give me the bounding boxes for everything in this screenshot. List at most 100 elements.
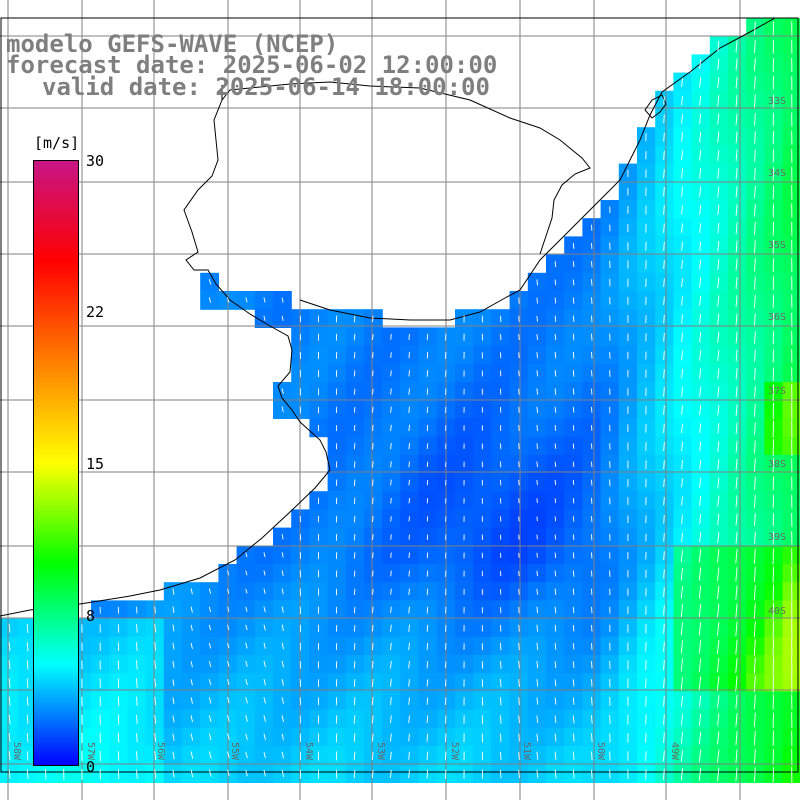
wind-speed-cell: [691, 382, 711, 401]
wind-arrow: [518, 751, 520, 760]
wind-arrow: [572, 443, 575, 449]
wind-arrow: [717, 695, 720, 708]
wind-arrow: [536, 352, 538, 359]
wind-speed-cell: [400, 727, 420, 747]
wind-speed-cell: [782, 272, 800, 292]
wind-arrow: [353, 697, 356, 706]
wind-arrow: [681, 168, 683, 179]
wind-speed-cell: [655, 382, 674, 401]
wind-speed-cell: [746, 163, 765, 183]
wind-speed-cell: [655, 109, 674, 128]
wind-arrow: [735, 40, 738, 53]
wind-speed-cell: [691, 127, 711, 146]
wind-arrow: [735, 440, 738, 453]
wind-speed-cell: [673, 272, 693, 292]
wind-speed-cell: [418, 727, 438, 747]
wind-speed-cell: [655, 218, 674, 237]
wind-speed-cell: [254, 709, 274, 729]
wind-speed-cell: [418, 473, 438, 492]
wind-arrow: [591, 751, 593, 761]
wind-arrow: [26, 678, 29, 688]
wind-speed-cell: [746, 691, 765, 711]
wind-arrow: [353, 769, 356, 779]
colorbar-unit: [m/s]: [34, 134, 80, 152]
wind-speed-cell: [691, 309, 711, 328]
wind-speed-cell: [655, 727, 674, 747]
lat-label: 40S: [768, 606, 787, 617]
wind-arrow: [408, 352, 410, 359]
wind-arrow: [390, 678, 392, 687]
wind-speed-cell: [691, 363, 711, 383]
wind-arrow: [190, 769, 194, 778]
wind-speed-cell: [728, 200, 747, 219]
wind-arrow: [572, 315, 575, 323]
wind-speed-cell: [764, 418, 784, 438]
wind-speed-cell: [782, 491, 800, 510]
wind-speed-cell: [728, 72, 747, 92]
wind-arrow: [536, 443, 538, 450]
wind-arrow: [717, 113, 720, 125]
wind-speed-cell: [345, 418, 365, 438]
wind-speed-cell: [400, 746, 420, 765]
wind-arrow: [190, 733, 194, 741]
wind-arrow: [372, 352, 374, 359]
wind-speed-cell: [764, 673, 784, 692]
wind-speed-cell: [236, 582, 256, 601]
wind-arrow: [663, 296, 665, 306]
wind-speed-cell: [746, 400, 765, 419]
wind-speed-cell: [691, 236, 711, 256]
wind-speed-cell: [655, 709, 674, 729]
wind-arrow: [536, 516, 538, 522]
wind-arrow: [26, 733, 29, 743]
wind-arrow: [681, 278, 683, 288]
wind-speed-cell: [728, 509, 747, 529]
wind-arrow: [518, 642, 520, 651]
wind-arrow: [263, 660, 266, 668]
wind-arrow: [26, 769, 29, 780]
wind-speed-cell: [382, 436, 401, 456]
wind-speed-cell: [746, 727, 765, 747]
wind-speed-cell: [782, 545, 800, 565]
lon-label: 53W: [375, 742, 386, 761]
wind-arrow: [699, 405, 702, 416]
wind-speed-cell: [728, 582, 747, 601]
wind-arrow: [245, 660, 248, 667]
wind-arrow: [389, 769, 392, 778]
wind-arrow: [753, 603, 756, 619]
wind-arrow: [572, 425, 575, 431]
lat-label: 34S: [768, 168, 787, 179]
colorbar-tick-15: 15: [86, 455, 105, 473]
wind-speed-cell: [691, 327, 711, 347]
wind-speed-cell: [691, 418, 711, 438]
wind-arrow: [208, 715, 212, 722]
wind-arrow: [735, 368, 738, 380]
wind-speed-cell: [254, 600, 274, 620]
wind-arrow: [663, 314, 665, 324]
wind-arrow: [117, 769, 120, 780]
wind-speed-cell: [382, 709, 401, 729]
wind-speed-cell: [728, 272, 747, 292]
wind-arrow: [190, 606, 193, 613]
wind-speed-cell: [673, 618, 693, 638]
wind-arrow: [754, 258, 756, 272]
wind-arrow: [518, 406, 520, 413]
wind-arrow: [281, 624, 284, 632]
wind-speed-cell: [746, 764, 765, 783]
wind-speed-cell: [673, 673, 693, 692]
wind-arrow: [735, 585, 738, 600]
wind-arrow: [699, 113, 702, 125]
wind-arrow: [372, 443, 374, 450]
wind-speed-cell: [782, 163, 800, 183]
wind-arrow: [572, 534, 575, 541]
wind-arrow: [753, 730, 756, 746]
wind-arrow: [408, 769, 410, 779]
wind-speed-cell: [746, 54, 765, 74]
wind-speed-cell: [746, 254, 765, 274]
wind-speed-cell: [709, 764, 729, 783]
wind-speed-cell: [655, 527, 674, 547]
wind-speed-cell: [764, 655, 784, 674]
wind-arrow: [227, 733, 230, 741]
wind-speed-cell: [236, 727, 256, 747]
wind-speed-cell: [655, 764, 674, 783]
wind-arrow: [735, 131, 738, 144]
